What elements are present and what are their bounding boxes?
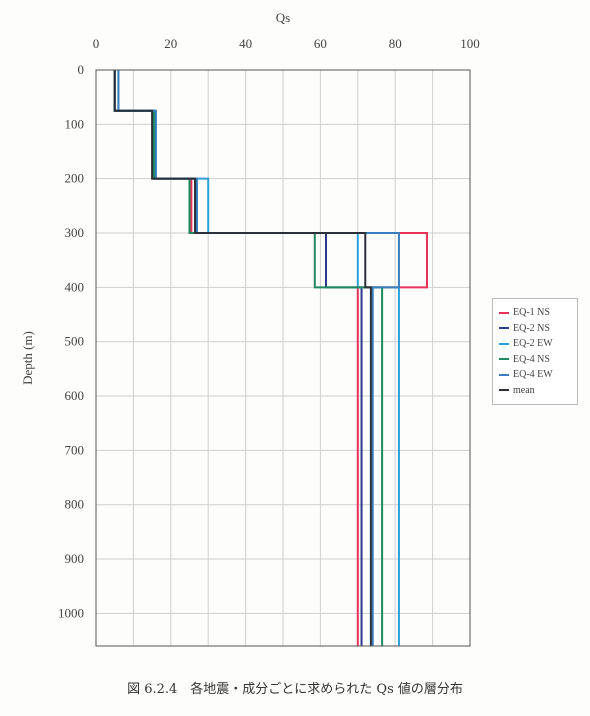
- y-tick-label: 600: [65, 388, 85, 403]
- x-tick-label: 100: [460, 36, 480, 51]
- y-tick-label: 200: [65, 171, 85, 186]
- y-tick-label: 1000: [58, 605, 84, 620]
- legend-label: EQ-1 NS: [513, 307, 550, 319]
- legend-item: mean: [499, 383, 573, 399]
- legend-item: EQ-2 NS: [499, 321, 573, 337]
- figure-caption: 図 6.2.4 各地震・成分ごとに求められた Qs 値の層分布: [127, 682, 463, 697]
- y-tick-label: 500: [65, 334, 85, 349]
- y-tick-label: 900: [65, 551, 85, 566]
- plot-frame: [95, 69, 471, 647]
- x-tick-label: 20: [164, 36, 177, 51]
- legend-label: EQ-4 EW: [513, 369, 553, 381]
- y-tick-label: 700: [65, 442, 85, 457]
- x-tick-label: 60: [314, 36, 327, 51]
- legend-swatch: [499, 327, 509, 330]
- series-line: [113, 70, 384, 646]
- y-tick-label: 100: [65, 116, 85, 131]
- legend-swatch: [499, 311, 509, 314]
- legend-label: EQ-2 NS: [513, 322, 550, 334]
- series-layer: [113, 70, 428, 646]
- legend-item: EQ-1 NS: [499, 305, 573, 321]
- legend-swatch: [499, 358, 509, 361]
- x-axis-title: Qs: [276, 10, 290, 25]
- series-line: [113, 70, 372, 646]
- y-axis-title: Depth (m): [20, 331, 35, 385]
- y-tick-label: 400: [65, 279, 85, 294]
- x-tick-label: 80: [389, 36, 402, 51]
- legend-swatch: [499, 342, 509, 345]
- legend-label: mean: [513, 384, 535, 396]
- series-line: [113, 70, 428, 646]
- legend-swatch: [499, 373, 509, 376]
- x-tick-label: 40: [239, 36, 252, 51]
- y-tick-label: 300: [65, 225, 85, 240]
- legend-swatch: [499, 389, 509, 392]
- y-tick-label: 800: [65, 497, 85, 512]
- legend-label: EQ-2 EW: [513, 338, 553, 350]
- legend-item: EQ-2 EW: [499, 336, 573, 352]
- legend: EQ-1 NS EQ-2 NS EQ-2 EW EQ-4 NS EQ-4 EW mean: [492, 298, 578, 405]
- y-tick-label: 0: [78, 62, 85, 77]
- legend-item: EQ-4 EW: [499, 367, 573, 383]
- x-tick-label: 0: [93, 36, 100, 51]
- ticks: 0 20 40 60 80 1000100200300400500600700800900…: [58, 36, 480, 620]
- legend-label: EQ-4 NS: [513, 353, 550, 365]
- legend-item: EQ-4 NS: [499, 352, 573, 368]
